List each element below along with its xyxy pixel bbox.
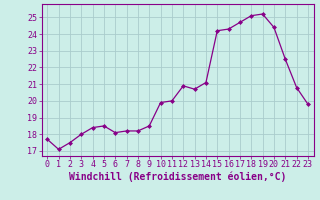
- X-axis label: Windchill (Refroidissement éolien,°C): Windchill (Refroidissement éolien,°C): [69, 172, 286, 182]
